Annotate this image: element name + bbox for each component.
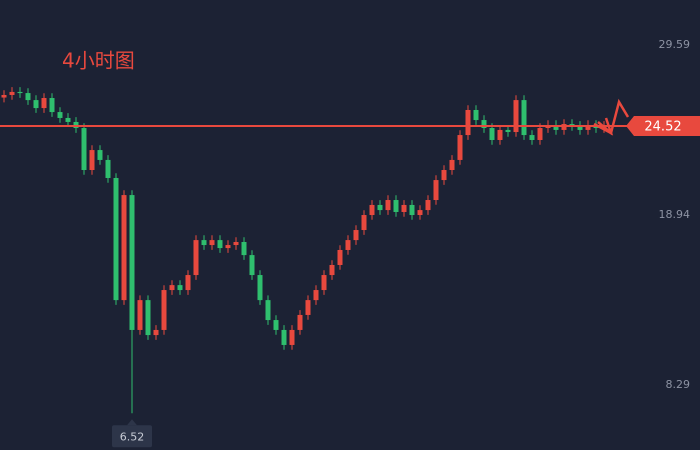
candle-body	[529, 135, 535, 140]
candle-body	[161, 290, 167, 330]
candle-body	[65, 117, 71, 122]
candle-body	[329, 264, 335, 276]
candle-body	[113, 177, 119, 301]
candle-body	[305, 300, 311, 315]
candle-body	[129, 195, 135, 330]
candle-body	[49, 98, 55, 113]
candle-body	[89, 150, 95, 171]
candle-body	[369, 204, 375, 216]
candle-body	[433, 180, 439, 201]
candle-body	[241, 242, 247, 256]
candle-body	[585, 124, 591, 130]
candle-body	[257, 275, 263, 301]
candle-body	[577, 125, 583, 130]
candle-body	[385, 200, 391, 211]
candle-body	[1, 94, 7, 98]
y-tick-label: 18.94	[659, 208, 691, 221]
low-marker-box	[112, 425, 152, 448]
candle-body	[153, 329, 159, 336]
candle-body	[521, 100, 527, 136]
candle-body	[537, 128, 543, 140]
candle-body	[513, 100, 519, 133]
low-marker-label: 6.52	[120, 430, 145, 443]
candle-body	[137, 300, 143, 330]
candle-body	[361, 215, 367, 231]
candle-body	[337, 249, 343, 265]
candle-body	[345, 240, 351, 250]
candle-body	[249, 255, 255, 276]
candle-body	[553, 124, 559, 130]
candle-body	[489, 128, 495, 140]
candle-body	[33, 100, 39, 109]
candle-body	[321, 275, 327, 291]
candle-body	[297, 314, 303, 330]
candle-body	[145, 300, 151, 336]
candle-body	[169, 285, 175, 291]
candle-body	[57, 112, 63, 118]
candle-body	[505, 129, 511, 133]
candle-body	[465, 109, 471, 136]
last-price-tag	[626, 115, 700, 136]
candle-body	[209, 240, 215, 246]
candle-body	[25, 93, 31, 101]
candle-body	[457, 135, 463, 160]
candle-body	[9, 91, 15, 95]
candle-body	[193, 240, 199, 276]
candle-body	[473, 109, 479, 121]
chart-title: 4小时图	[62, 49, 135, 73]
plot-area: 29.59 18.94 8.29 6.52	[1, 38, 691, 448]
candle-body	[265, 300, 271, 321]
low-marker-pointer	[127, 419, 137, 426]
candle-body	[313, 290, 319, 301]
candle-body	[409, 204, 415, 216]
drawn-arrow	[597, 98, 630, 136]
candle-body	[449, 159, 455, 171]
candle-body	[481, 120, 487, 129]
candle-body	[273, 320, 279, 330]
candle-body	[217, 240, 223, 249]
candle-body	[81, 128, 87, 171]
candle-body	[401, 204, 407, 212]
candle-body	[393, 200, 399, 212]
candle-body	[225, 245, 231, 249]
candle-body	[201, 240, 207, 246]
candle-body	[41, 98, 47, 109]
drawn-arrow-head	[593, 117, 614, 136]
candle-body	[17, 91, 23, 94]
candle-body	[425, 200, 431, 211]
candle-body	[185, 275, 191, 291]
y-tick-label: 8.29	[666, 378, 691, 391]
candle-body	[377, 204, 383, 211]
candle-body	[417, 210, 423, 216]
candle-body	[289, 329, 295, 345]
candle-body	[97, 150, 103, 160]
last-price-label: 24.52	[644, 119, 681, 134]
y-tick-label: 29.59	[659, 38, 691, 51]
candle-body	[177, 285, 183, 291]
candle-body	[105, 159, 111, 178]
candle-body	[441, 170, 447, 181]
candle-body	[561, 124, 567, 130]
candle-body	[497, 129, 503, 140]
candle-body	[353, 230, 359, 241]
candle-body	[121, 195, 127, 301]
candle-body	[281, 329, 287, 345]
candle-body	[233, 242, 239, 246]
